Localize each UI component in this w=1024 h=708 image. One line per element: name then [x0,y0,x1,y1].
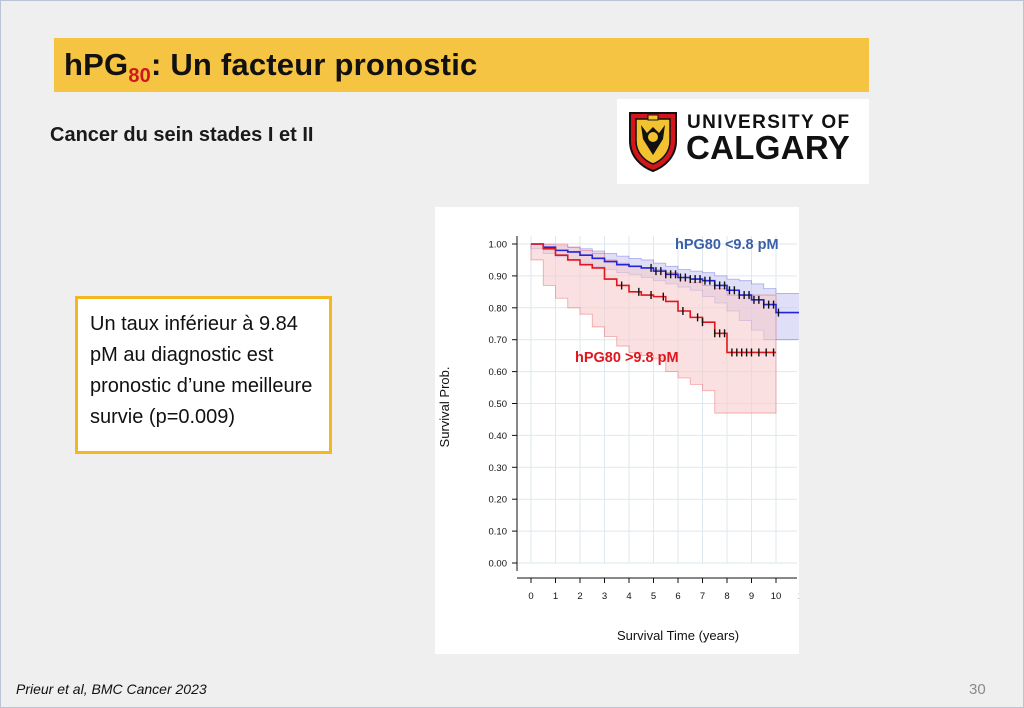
x-tick-label: 4 [626,591,631,602]
y-tick-label: 0.40 [489,431,508,442]
logo-text-line1: UNIVERSITY OF [687,112,851,133]
x-tick-label: 1 [798,591,799,602]
x-tick-label: 0 [528,591,533,602]
km-plot-svg: 0.00 0.10 0.20 0.30 0.40 0.50 0.60 0.70 0.80 0.90… [437,236,803,643]
series-label-low: hPG80 <9.8 pM [675,237,779,253]
note-box: Un taux inférieur à 9.84 pM au diagnosti… [75,296,332,454]
x-tick-label: 8 [724,591,729,602]
y-tick-label: 0.00 [489,559,508,570]
x-tick-label: 7 [700,591,705,602]
y-tick-label: 0.80 [489,303,508,314]
page-number: 30 [969,681,986,698]
y-tick-label: 0.70 [489,335,508,346]
x-tick-label: 10 [771,591,782,602]
x-tick-label: 2 [577,591,582,602]
y-tick-label: 0.20 [489,495,508,506]
survival-chart: 0.00 0.10 0.20 0.30 0.40 0.50 0.60 0.70 0.80 0.90… [435,207,803,654]
x-tick-label: 5 [651,591,656,602]
logo-text-line2: CALGARY [686,129,851,166]
reference-citation: Prieur et al, BMC Cancer 2023 [16,681,207,697]
x-axis-label: Survival Time (years) [617,628,739,643]
y-tick-label: 0.90 [489,271,508,282]
series-label-high: hPG80 >9.8 pM [575,350,679,366]
x-tick-label: 3 [602,591,607,602]
y-tick-label: 0.10 [489,527,508,538]
note-text: Un taux inférieur à 9.84 pM au diagnosti… [90,313,313,428]
slide-subtitle: Cancer du sein stades I et II [50,124,314,146]
y-tick-label: 0.60 [489,367,508,378]
y-tick-label: 0.30 [489,463,508,474]
x-tick-label: 6 [675,591,680,602]
x-tick-label: 1 [553,591,558,602]
x-tick-label: 9 [749,591,754,602]
crest-icon [629,112,677,173]
y-axis-label: Survival Prob. [437,367,452,448]
y-tick-label: 0.50 [489,399,508,410]
title-subscript: 80 [128,65,151,87]
slide-title: hPG80: Un facteur pronostic [64,47,478,87]
university-logo: UNIVERSITY OF CALGARY [617,99,869,184]
y-tick-label: 1.00 [489,240,508,251]
title-bar: hPG80: Un facteur pronostic [54,38,869,92]
